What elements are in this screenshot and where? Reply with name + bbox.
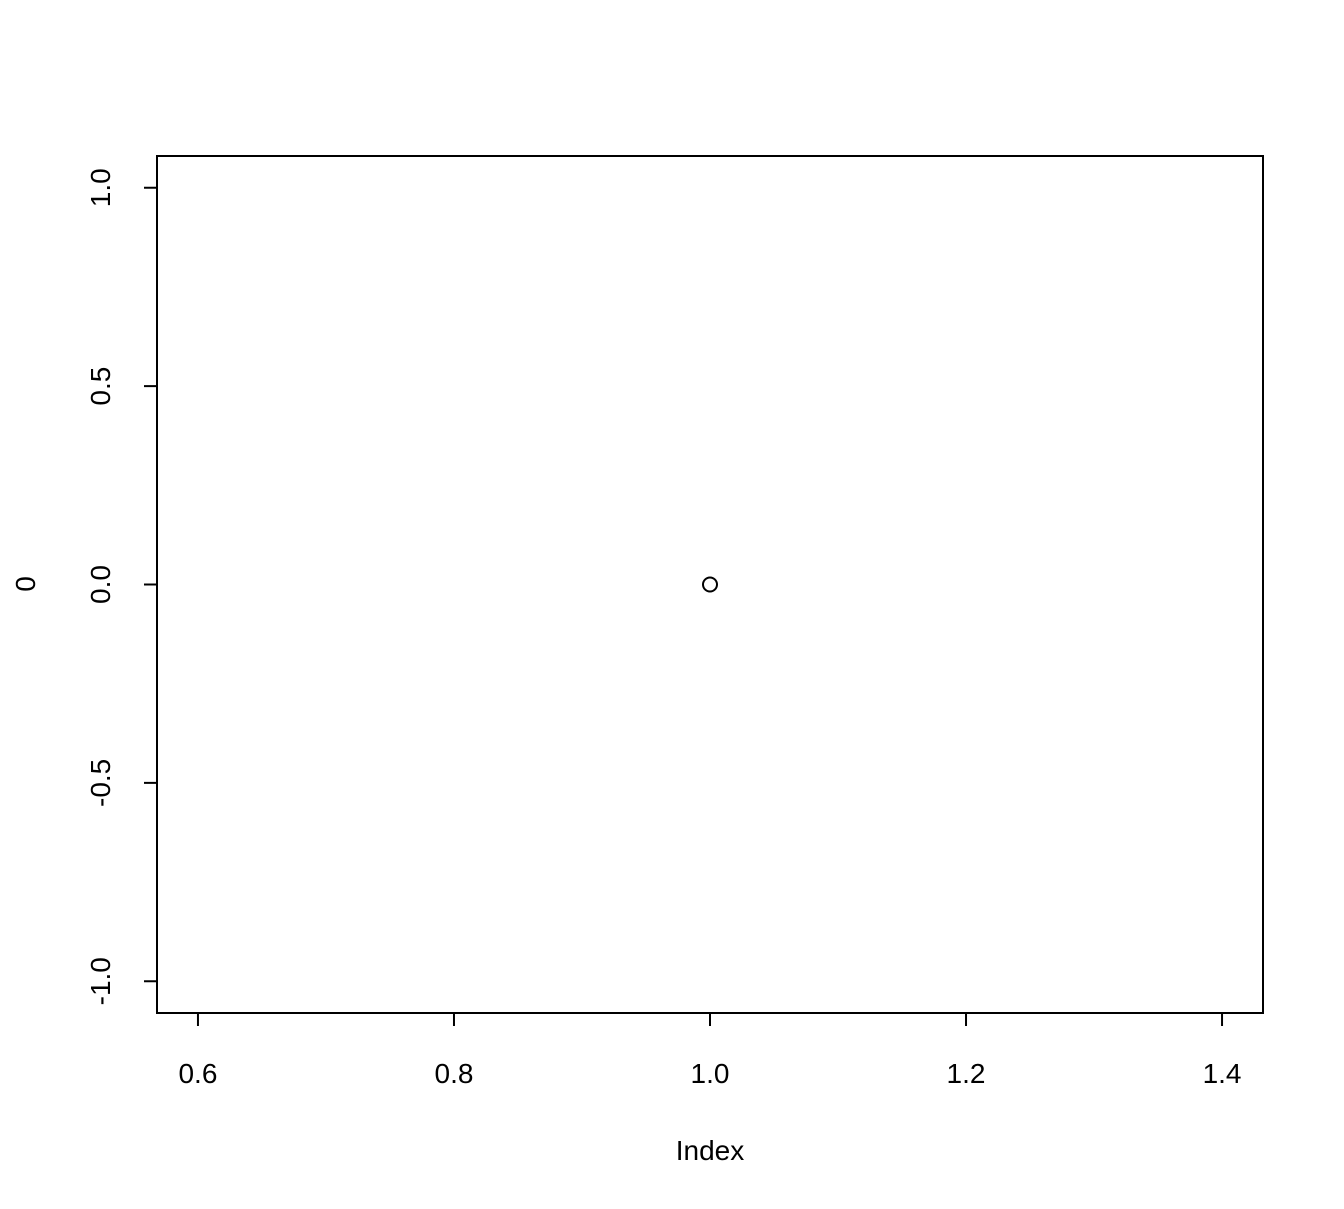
y-tick-label: -1.0: [85, 957, 116, 1005]
y-tick-label: 1.0: [85, 168, 116, 207]
y-tick-label: -0.5: [85, 759, 116, 807]
y-axis: -1.0 -0.5 0.0 0.5 1.0: [85, 168, 158, 1005]
x-axis: 0.6 0.8 1.0 1.2 1.4: [178, 1012, 1242, 1089]
data-points: [702, 576, 718, 593]
x-tick-label: 0.6: [178, 1058, 217, 1089]
y-tick-label: 0.5: [85, 367, 116, 406]
x-tick-label: 1.0: [691, 1058, 730, 1089]
data-point: [702, 576, 718, 593]
x-axis-title: Index: [676, 1135, 745, 1166]
x-tick-label: 1.4: [1203, 1058, 1242, 1089]
x-tick-label: 1.2: [947, 1058, 986, 1089]
x-tick-label: 0.8: [435, 1058, 474, 1089]
y-axis-title: 0: [10, 576, 41, 592]
plot-frame: [156, 155, 1264, 1014]
y-tick-label: 0.0: [85, 565, 116, 604]
